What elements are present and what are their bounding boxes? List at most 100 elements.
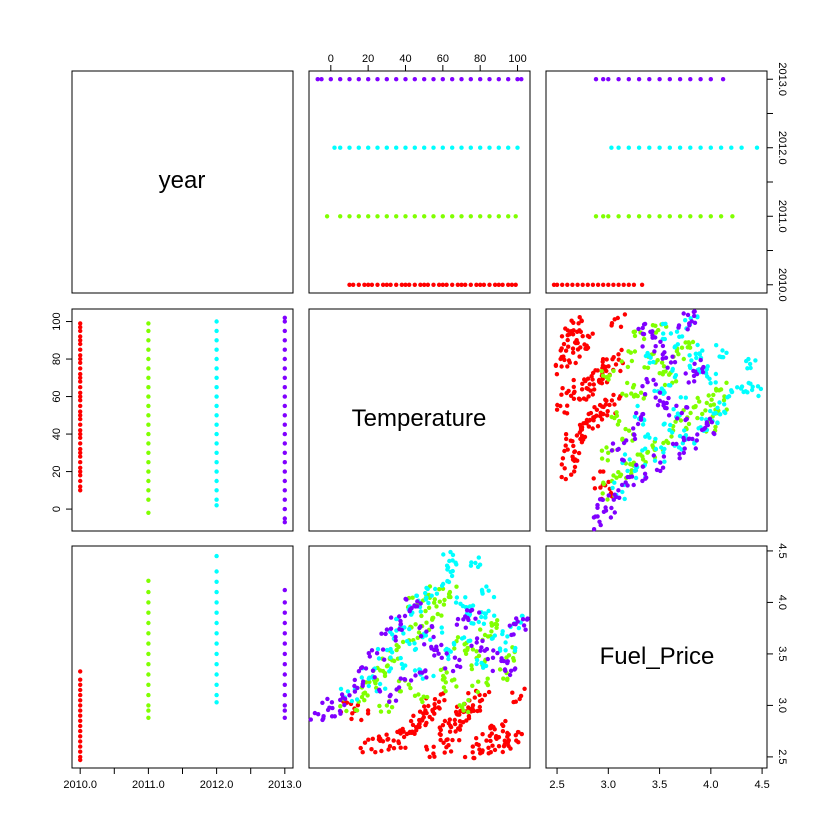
point-2010-fuel-year bbox=[78, 728, 83, 734]
point-2012-temp-vs-fuel bbox=[635, 403, 640, 409]
point-2011-year-fuel bbox=[677, 214, 683, 219]
point-2013-temp-vs-fuel bbox=[632, 436, 638, 442]
bottom-axis-fuel-price-tick-label: 3.0 bbox=[601, 779, 616, 791]
point-2013-year-fuel bbox=[688, 77, 693, 82]
point-2010-temp-vs-fuel bbox=[563, 443, 568, 448]
point-2013-fuel-vs-temp bbox=[387, 694, 392, 699]
point-2010-fuel-vs-temp bbox=[500, 729, 506, 734]
point-2012-temp-vs-fuel bbox=[748, 381, 753, 386]
point-2011-temp-vs-fuel bbox=[611, 473, 616, 478]
point-2010-temp-vs-fuel bbox=[579, 387, 585, 392]
point-2011-temp-vs-fuel bbox=[711, 392, 716, 398]
point-2010-year-temp bbox=[513, 282, 518, 287]
point-2010-temp-vs-fuel bbox=[563, 348, 569, 353]
point-2010-temp-vs-fuel bbox=[572, 469, 577, 474]
point-2010-temp-vs-fuel bbox=[592, 486, 598, 491]
point-2013-temp-vs-fuel bbox=[674, 441, 679, 447]
point-2012-temp-vs-fuel bbox=[749, 387, 755, 393]
point-2010-temp-vs-fuel bbox=[594, 407, 600, 412]
point-2012-temp-vs-fuel bbox=[640, 422, 646, 427]
point-2012-temp-year bbox=[214, 319, 219, 324]
point-2012-fuel-vs-temp bbox=[345, 689, 351, 694]
point-2010-temp-vs-fuel bbox=[565, 403, 570, 408]
point-2010-fuel-vs-temp bbox=[501, 723, 506, 729]
point-2013-temp-vs-fuel bbox=[609, 448, 615, 453]
point-2011-year-fuel bbox=[601, 214, 606, 219]
point-2013-fuel-vs-temp bbox=[361, 679, 366, 684]
point-2013-temp-vs-fuel bbox=[653, 344, 658, 349]
point-2013-temp-vs-fuel bbox=[712, 431, 717, 437]
point-2011-year-temp bbox=[375, 214, 380, 219]
point-2011-fuel-year bbox=[146, 651, 151, 657]
point-2013-temp-vs-fuel bbox=[695, 432, 700, 437]
point-2010-fuel-vs-temp bbox=[373, 750, 378, 755]
point-2010-fuel-vs-temp bbox=[432, 697, 438, 702]
point-2010-temp-vs-fuel bbox=[571, 328, 576, 333]
point-2010-fuel-vs-temp bbox=[412, 731, 417, 736]
point-2010-fuel-year bbox=[78, 754, 83, 760]
point-2013-temp-vs-fuel bbox=[642, 321, 648, 327]
point-2013-fuel-vs-temp bbox=[367, 654, 372, 659]
point-2010-temp-year bbox=[78, 338, 83, 343]
panel-r2-c0 bbox=[71, 545, 294, 769]
point-2010-temp-vs-fuel bbox=[601, 404, 606, 410]
point-2011-fuel-vs-temp bbox=[495, 618, 500, 623]
bottom-axis-year-tick-label: 2013.0 bbox=[268, 779, 302, 791]
point-2011-temp-vs-fuel bbox=[656, 327, 661, 333]
point-2013-temp-vs-fuel bbox=[654, 467, 660, 473]
point-2013-year-fuel bbox=[593, 77, 599, 82]
point-2013-temp-year bbox=[282, 319, 287, 324]
point-2012-fuel-vs-temp bbox=[463, 595, 468, 600]
point-2011-fuel-vs-temp bbox=[426, 605, 432, 610]
point-2010-temp-vs-fuel bbox=[609, 398, 615, 403]
point-2012-temp-vs-fuel bbox=[620, 489, 625, 495]
point-2010-fuel-vs-temp bbox=[457, 712, 462, 717]
point-2013-fuel-vs-temp bbox=[402, 613, 408, 619]
point-2011-fuel-year bbox=[146, 610, 151, 615]
point-2010-temp-year bbox=[78, 390, 83, 395]
point-2012-fuel-vs-temp bbox=[400, 666, 406, 671]
point-2012-temp-vs-fuel bbox=[747, 361, 753, 367]
left-axis-temperature-tick-label: 20 bbox=[51, 465, 63, 477]
point-2013-temp-vs-fuel bbox=[685, 312, 691, 318]
point-2012-fuel-vs-temp bbox=[412, 641, 417, 646]
point-2013-temp-vs-fuel bbox=[692, 361, 697, 366]
point-2012-temp-vs-fuel bbox=[715, 405, 720, 410]
point-2013-fuel-vs-temp bbox=[464, 608, 470, 613]
point-2013-fuel-vs-temp bbox=[424, 629, 429, 634]
point-2013-temp-year bbox=[282, 478, 287, 484]
point-2012-fuel-vs-temp bbox=[491, 594, 497, 600]
point-2010-fuel-vs-temp bbox=[365, 711, 371, 716]
point-2012-fuel-vs-temp bbox=[454, 595, 460, 600]
point-2012-fuel-vs-temp bbox=[447, 558, 452, 564]
point-2013-temp-vs-fuel bbox=[685, 327, 690, 332]
point-2010-fuel-vs-temp bbox=[403, 745, 408, 750]
point-2013-fuel-year bbox=[282, 600, 287, 605]
point-2010-temp-year bbox=[78, 478, 83, 484]
point-2010-year-temp bbox=[436, 282, 442, 287]
point-2012-fuel-vs-temp bbox=[375, 646, 381, 652]
point-2012-temp-vs-fuel bbox=[674, 329, 680, 334]
point-2012-temp-year bbox=[214, 478, 219, 484]
point-2012-temp-vs-fuel bbox=[756, 393, 761, 399]
point-2012-fuel-year bbox=[214, 692, 219, 698]
point-2011-fuel-vs-temp bbox=[497, 667, 503, 672]
point-2010-temp-vs-fuel bbox=[562, 466, 567, 471]
point-2012-temp-vs-fuel bbox=[622, 496, 627, 502]
point-2013-fuel-vs-temp bbox=[450, 668, 456, 674]
point-2011-year-temp bbox=[487, 214, 492, 219]
point-2012-fuel-vs-temp bbox=[448, 649, 453, 654]
point-2013-temp-year bbox=[282, 375, 287, 380]
point-2010-fuel-vs-temp bbox=[427, 714, 432, 720]
point-2011-temp-vs-fuel bbox=[620, 391, 625, 396]
point-2013-temp-year bbox=[282, 347, 287, 352]
right-axis-fuel-price-tick-label: 4.0 bbox=[776, 595, 788, 610]
point-2010-year-temp bbox=[418, 282, 423, 287]
point-2010-fuel-vs-temp bbox=[484, 738, 489, 743]
point-2011-fuel-vs-temp bbox=[470, 647, 476, 652]
point-2012-fuel-vs-temp bbox=[439, 630, 445, 635]
point-2011-fuel-vs-temp bbox=[489, 623, 495, 628]
point-2011-fuel-vs-temp bbox=[420, 699, 425, 705]
point-2012-temp-year bbox=[214, 338, 219, 343]
point-2013-temp-vs-fuel bbox=[682, 446, 687, 451]
